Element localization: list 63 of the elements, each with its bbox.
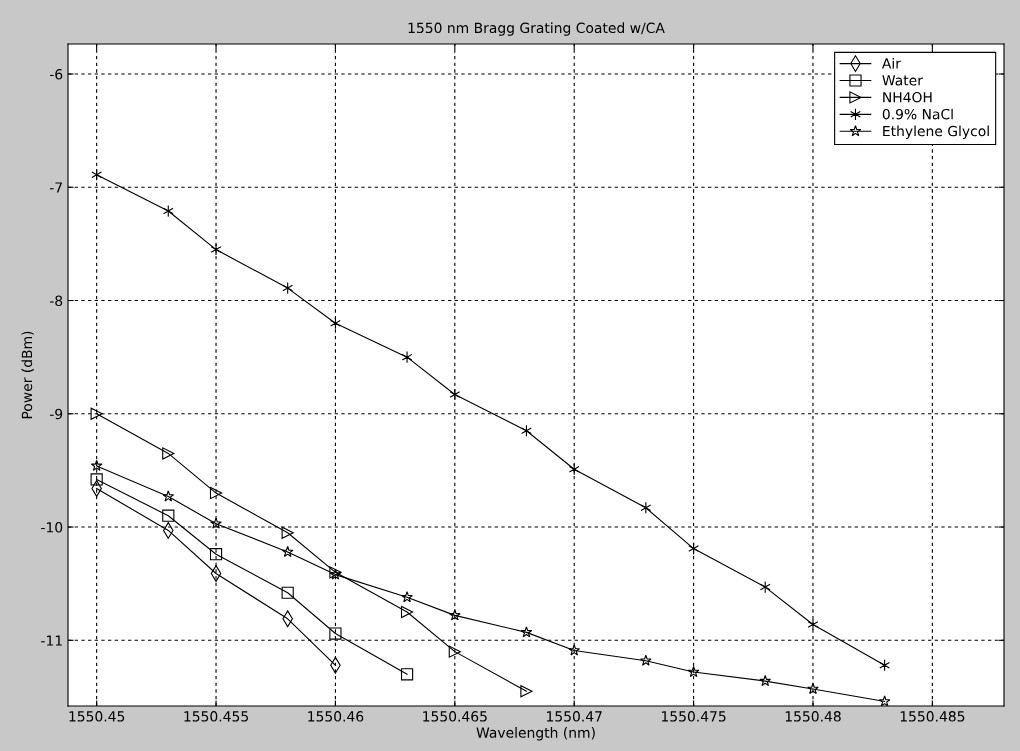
point xyxy=(210,517,222,529)
point xyxy=(568,644,581,656)
legend-label: Ethylene Glycol xyxy=(883,125,989,139)
point xyxy=(759,674,772,687)
x-tick-label: 1550.485 xyxy=(900,711,965,722)
point xyxy=(90,473,103,486)
point xyxy=(688,542,699,555)
x-tick-label: 1550.465 xyxy=(423,711,487,722)
point xyxy=(162,509,175,522)
point xyxy=(162,204,174,218)
point xyxy=(401,351,413,364)
point xyxy=(281,526,294,539)
point xyxy=(878,695,891,706)
y-tick-label: -9 xyxy=(49,408,63,420)
y-tick-label: -11 xyxy=(41,635,62,646)
point xyxy=(91,168,103,181)
point xyxy=(400,668,414,681)
x-tick-label: 1550.47 xyxy=(547,711,602,722)
point xyxy=(400,605,414,619)
point xyxy=(520,626,533,638)
point xyxy=(687,665,700,678)
point xyxy=(448,609,461,621)
point xyxy=(759,580,771,594)
y-tick-label: -6 xyxy=(49,68,63,80)
legend-label: 0.9% NaCl xyxy=(882,108,953,120)
x-tick-label: 1550.475 xyxy=(661,711,726,722)
point xyxy=(281,545,294,558)
point xyxy=(162,447,175,460)
point xyxy=(521,424,532,437)
point xyxy=(210,565,222,582)
point xyxy=(329,627,342,640)
point xyxy=(520,685,533,698)
legend-label: NH4OH xyxy=(883,91,932,103)
point xyxy=(639,654,652,666)
point xyxy=(209,486,223,500)
point xyxy=(807,682,819,695)
chart-title: 1550 nm Bragg Grating Coated w/CA xyxy=(408,22,665,36)
x-tick-label: 1550.48 xyxy=(785,711,841,722)
y-tick-label: -10 xyxy=(41,522,63,533)
point xyxy=(448,645,461,658)
x-tick-label: 1550.45 xyxy=(69,711,125,722)
point xyxy=(90,459,103,471)
legend-label: Air xyxy=(881,57,901,69)
point xyxy=(90,407,103,420)
y-tick-label: -8 xyxy=(49,295,63,307)
point xyxy=(401,591,413,603)
point xyxy=(281,586,294,599)
x-axis-title: Wavelength (nm) xyxy=(476,727,595,741)
legend-label: Water xyxy=(882,75,923,86)
point xyxy=(330,317,341,330)
point xyxy=(807,618,819,631)
x-tick-label: 1550.46 xyxy=(308,711,364,722)
point xyxy=(209,548,223,561)
point xyxy=(282,281,294,295)
point xyxy=(879,659,890,672)
y-axis-title: Power (dBm) xyxy=(21,331,34,419)
point xyxy=(210,243,222,256)
x-tick-label: 1550.455 xyxy=(184,711,248,722)
point xyxy=(449,388,461,401)
point xyxy=(640,501,652,514)
point xyxy=(162,490,175,502)
point xyxy=(568,463,580,476)
y-tick-label: -7 xyxy=(49,182,62,193)
